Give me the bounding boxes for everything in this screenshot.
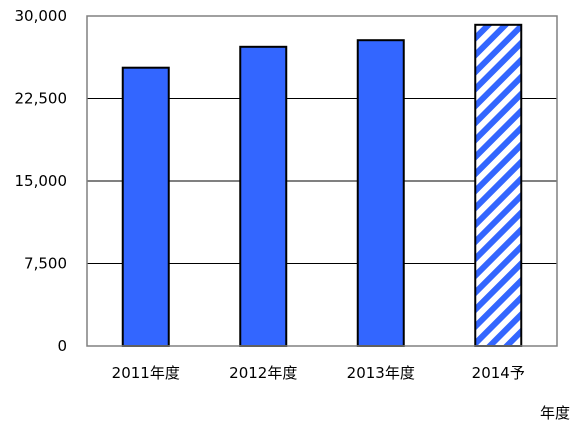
x-axis-label: 年度 bbox=[540, 404, 570, 422]
y-tick-label: 22,500 bbox=[15, 90, 68, 108]
bar bbox=[356, 39, 405, 347]
y-tick-label: 0 bbox=[57, 337, 67, 355]
y-tick-label: 30,000 bbox=[15, 7, 68, 25]
x-tick-label: 2011年度 bbox=[112, 364, 180, 382]
bar bbox=[239, 45, 288, 348]
y-tick-label: 7,500 bbox=[24, 255, 67, 273]
x-tick-label: 2013年度 bbox=[347, 364, 415, 382]
x-tick-label: 2014予 bbox=[472, 364, 525, 382]
bar-projected bbox=[474, 23, 523, 348]
bar bbox=[121, 66, 170, 347]
y-axis-ticks: 0 7,500 15,000 22,500 30,000 bbox=[15, 7, 68, 355]
x-axis-ticks: 2011年度 2012年度 2013年度 2014予 bbox=[112, 364, 525, 382]
x-tick-label: 2012年度 bbox=[229, 364, 297, 382]
plot-area-border bbox=[86, 15, 558, 347]
bars bbox=[121, 23, 523, 348]
y-tick-label: 15,000 bbox=[15, 172, 68, 190]
